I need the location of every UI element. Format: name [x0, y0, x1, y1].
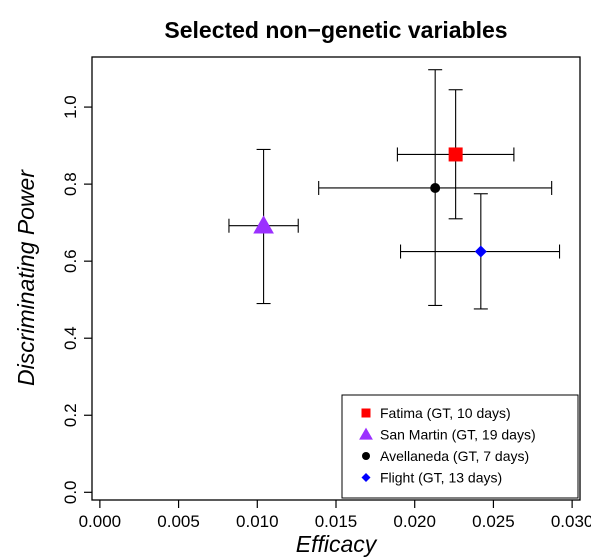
error-bars — [228, 69, 561, 310]
data-point-triangle — [253, 215, 274, 234]
x-tick-label: 0.030 — [551, 512, 591, 531]
legend-label: Fatima (GT, 10 days) — [380, 405, 511, 421]
data-point-diamond — [474, 245, 487, 258]
x-tick-label: 0.020 — [393, 512, 436, 531]
y-tick-label: 0.2 — [61, 403, 80, 427]
data-point-circle — [430, 182, 441, 193]
legend-label: Flight (GT, 13 days) — [380, 470, 502, 486]
y-tick-label: 1.0 — [61, 95, 80, 119]
legend-marker — [362, 452, 370, 460]
y-tick-label: 0.6 — [61, 249, 80, 273]
legend-marker — [361, 408, 371, 418]
y-tick-label: 0.8 — [61, 172, 80, 196]
legend-label: San Martin (GT, 19 days) — [380, 427, 536, 443]
x-tick-label: 0.025 — [472, 512, 515, 531]
x-axis-label: Efficacy — [296, 531, 378, 557]
legend-marker — [359, 427, 373, 440]
chart-title: Selected non−genetic variables — [164, 17, 507, 43]
legend-marker — [361, 473, 371, 482]
y-axis: 0.0 0.2 0.4 0.6 0.8 1.0 — [61, 95, 92, 504]
data-points — [253, 147, 487, 258]
legend-box — [341, 394, 579, 499]
y-tick-label: 0.0 — [61, 480, 80, 504]
x-tick-label: 0.010 — [236, 512, 279, 531]
x-tick-label: 0.005 — [157, 512, 200, 531]
y-tick-label: 0.4 — [61, 326, 80, 350]
x-axis: 0.000 0.005 0.010 0.015 0.020 0.025 0.030 — [79, 500, 591, 531]
legend-label: Avellaneda (GT, 7 days) — [380, 448, 529, 464]
x-tick-label: 0.015 — [315, 512, 358, 531]
y-axis-label: Discriminating Power — [13, 169, 39, 386]
legend: Fatima (GT, 10 days) San Martin (GT, 19 d… — [341, 394, 579, 499]
data-point-square — [448, 147, 463, 162]
x-tick-label: 0.000 — [79, 512, 122, 531]
